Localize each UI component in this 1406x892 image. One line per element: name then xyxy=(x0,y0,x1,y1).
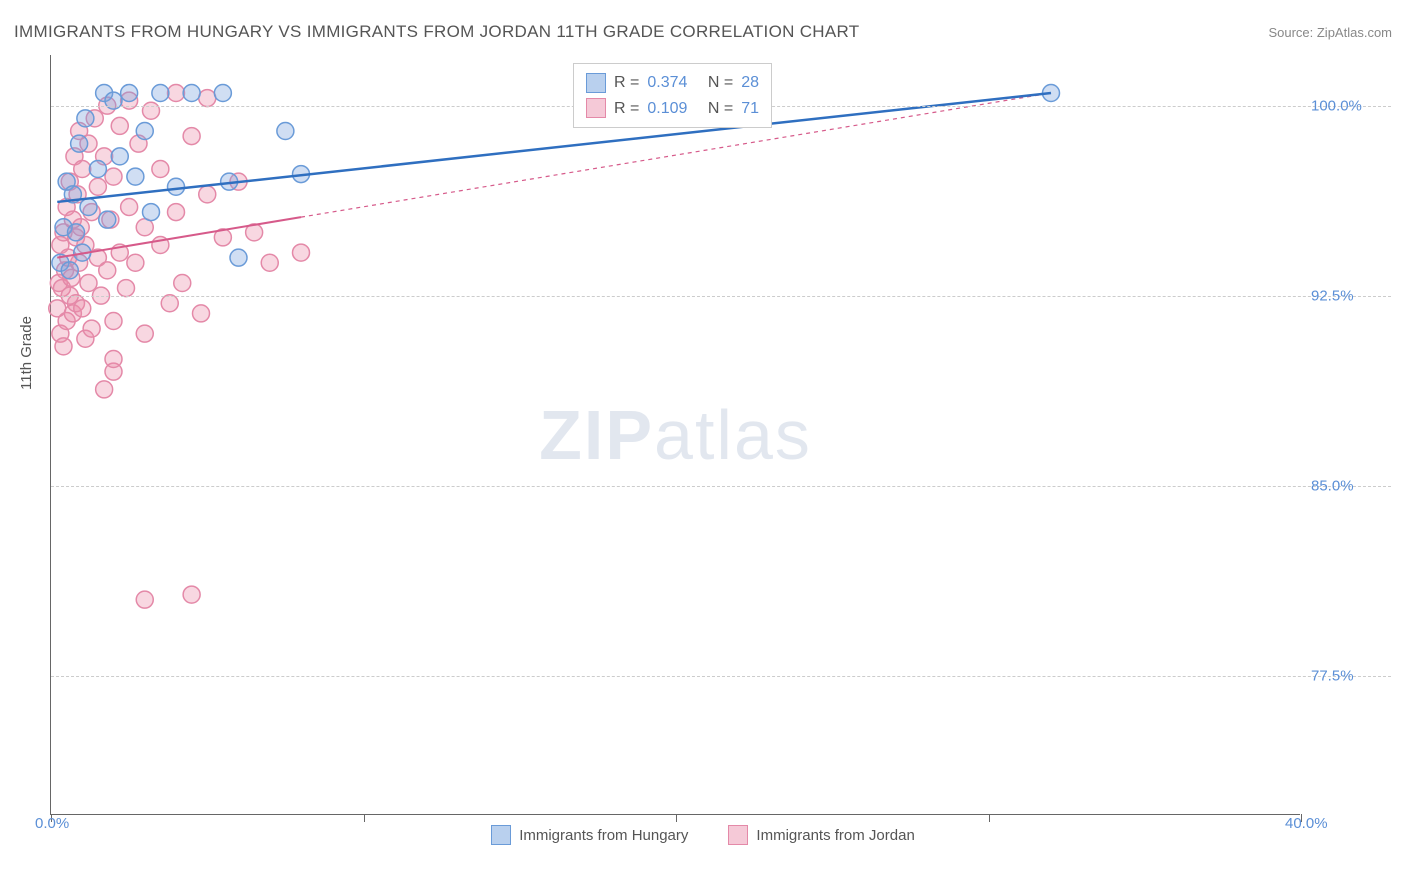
data-point xyxy=(80,275,97,292)
data-point xyxy=(152,85,169,102)
x-tick-label: 0.0% xyxy=(35,815,69,832)
data-point xyxy=(105,351,122,368)
gridline xyxy=(51,486,1391,487)
data-point xyxy=(168,204,185,221)
chart-title: IMMIGRANTS FROM HUNGARY VS IMMIGRANTS FR… xyxy=(14,22,859,42)
trend-line xyxy=(57,93,1051,202)
n-value-hungary: 28 xyxy=(741,70,759,96)
plot-area: ZIPatlas 77.5%85.0%92.5%100.0% xyxy=(50,55,1300,815)
data-point xyxy=(136,123,153,140)
stat-swatch-hungary xyxy=(586,73,606,93)
legend-item-jordan: Immigrants from Jordan xyxy=(728,825,914,845)
x-tick xyxy=(364,814,365,822)
data-point xyxy=(68,224,85,241)
data-point xyxy=(80,199,97,216)
r-value-jordan: 0.109 xyxy=(647,96,687,122)
data-point xyxy=(261,254,278,271)
chart-svg xyxy=(51,55,1300,814)
data-point xyxy=(74,300,91,317)
data-point xyxy=(293,244,310,261)
data-point xyxy=(183,128,200,145)
y-tick-label: 85.0% xyxy=(1311,477,1354,494)
data-point xyxy=(199,186,216,203)
data-point xyxy=(121,85,138,102)
n-label: N = xyxy=(708,96,733,122)
n-value-jordan: 71 xyxy=(741,96,759,122)
data-point xyxy=(183,85,200,102)
gridline xyxy=(51,676,1391,677)
x-tick-label: 40.0% xyxy=(1285,815,1328,832)
data-point xyxy=(89,161,106,178)
data-point xyxy=(230,249,247,266)
data-point xyxy=(105,313,122,330)
gridline xyxy=(51,296,1391,297)
data-point xyxy=(74,161,91,178)
trend-line xyxy=(57,217,301,258)
data-point xyxy=(199,90,216,107)
y-axis-title: 11th Grade xyxy=(18,316,35,390)
legend-swatch-jordan xyxy=(728,825,748,845)
r-label: R = xyxy=(614,96,639,122)
data-point xyxy=(99,211,116,228)
data-point xyxy=(55,338,72,355)
y-tick-label: 92.5% xyxy=(1311,287,1354,304)
data-point xyxy=(277,123,294,140)
data-point xyxy=(183,586,200,603)
data-point xyxy=(136,591,153,608)
data-point xyxy=(89,178,106,195)
data-point xyxy=(111,148,128,165)
data-point xyxy=(214,85,231,102)
legend: Immigrants from Hungary Immigrants from … xyxy=(0,825,1406,845)
stat-row-hungary: R = 0.374 N = 28 xyxy=(586,70,759,96)
legend-item-hungary: Immigrants from Hungary xyxy=(491,825,688,845)
data-point xyxy=(136,325,153,342)
stat-swatch-jordan xyxy=(586,98,606,118)
legend-label-jordan: Immigrants from Jordan xyxy=(756,827,914,844)
data-point xyxy=(105,168,122,185)
x-tick xyxy=(989,814,990,822)
source-attribution: Source: ZipAtlas.com xyxy=(1268,25,1392,40)
n-label: N = xyxy=(708,70,733,96)
r-label: R = xyxy=(614,70,639,96)
data-point xyxy=(136,219,153,236)
data-point xyxy=(96,381,113,398)
x-tick xyxy=(676,814,677,822)
r-value-hungary: 0.374 xyxy=(647,70,687,96)
data-point xyxy=(168,85,185,102)
data-point xyxy=(193,305,210,322)
stat-row-jordan: R = 0.109 N = 71 xyxy=(586,96,759,122)
data-point xyxy=(143,204,160,221)
data-point xyxy=(121,199,138,216)
data-point xyxy=(61,262,78,279)
data-point xyxy=(71,135,88,152)
legend-label-hungary: Immigrants from Hungary xyxy=(519,827,688,844)
y-tick-label: 77.5% xyxy=(1311,667,1354,684)
legend-swatch-hungary xyxy=(491,825,511,845)
y-tick-label: 100.0% xyxy=(1311,97,1362,114)
data-point xyxy=(168,178,185,195)
data-point xyxy=(152,161,169,178)
data-point xyxy=(127,254,144,271)
data-point xyxy=(83,320,100,337)
data-point xyxy=(174,275,191,292)
data-point xyxy=(118,280,135,297)
data-point xyxy=(77,110,94,127)
data-point xyxy=(161,295,178,312)
data-point xyxy=(99,262,116,279)
data-point xyxy=(127,168,144,185)
data-point xyxy=(111,117,128,134)
stat-box: R = 0.374 N = 28 R = 0.109 N = 71 xyxy=(573,63,772,128)
